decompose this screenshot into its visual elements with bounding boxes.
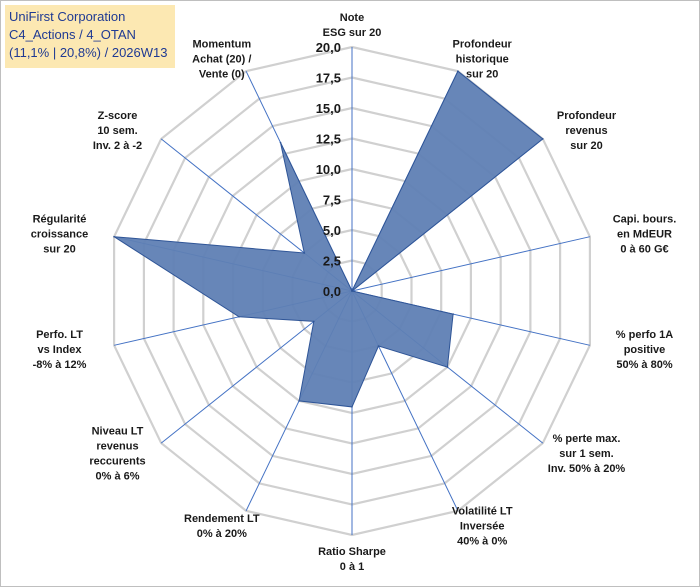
category-label-line: revenus [565, 125, 607, 137]
category-label-line: Profondeur [453, 39, 513, 51]
category-label-line: ESG sur 20 [323, 27, 382, 39]
category-labels: Note ESG sur 20 Profondeur historique sur 20… [31, 12, 677, 573]
category-label-line: Niveau LT [92, 426, 144, 438]
data-point-2 [542, 138, 544, 140]
category-label-line: croissance [31, 229, 88, 241]
category-label-line: Régularité [33, 214, 87, 226]
data-point-8 [298, 400, 300, 402]
data-point-12 [303, 252, 306, 254]
category-label-line: 0 à 1 [340, 561, 364, 573]
category-label-line: Volatilité LT [452, 505, 513, 517]
category-label-6: Volatilité LT Inversée 40% à 0% [452, 505, 513, 547]
category-label-line: Momentum [192, 39, 251, 51]
tick-label: 7,5 [323, 193, 341, 208]
category-label-line: 0% à 6% [95, 471, 139, 483]
category-label-5: % perte max. sur 1 sem. Inv. 50% à 20% [548, 433, 626, 475]
tick-label: 10,0 [316, 162, 341, 177]
category-label-7: Ratio Sharpe 0 à 1 [318, 546, 386, 573]
category-label-line: sur 20 [570, 140, 602, 152]
category-label-line: Ratio Sharpe [318, 546, 386, 558]
data-point-5 [446, 366, 449, 368]
category-label-line: Inversée [460, 520, 505, 532]
category-label-line: 0% à 20% [197, 528, 247, 540]
category-label-line: % perfo 1A [616, 329, 674, 341]
category-label-line: Z-score [98, 110, 138, 122]
data-point-13 [279, 141, 282, 144]
data-point-11 [113, 235, 115, 238]
category-label-line: Perfo. LT [36, 329, 83, 341]
title-stats: (11,1% | 20,8%) / 2026W13 [9, 45, 168, 60]
tick-label: 12,5 [316, 132, 341, 147]
title-company: UniFirst Corporation [9, 9, 126, 24]
tick-label: 5,0 [323, 223, 341, 238]
title-category: C4_Actions / 4_OTAN [9, 27, 136, 42]
radar-series [113, 70, 544, 408]
category-label-line: sur 20 [43, 244, 75, 256]
chart-title-box: UniFirst Corporation C4_Actions / 4_OTAN… [5, 5, 175, 68]
category-label-8: Rendement LT 0% à 20% [184, 513, 260, 540]
category-label-13: Momentum Achat (20) / Vente (0) [192, 39, 251, 81]
category-label-3: Capi. bours. en MdEUR 0 à 60 G€ [613, 214, 677, 256]
category-label-line: sur 1 sem. [559, 448, 613, 460]
category-label-line: reccurents [89, 456, 145, 468]
category-label-line: vs Index [37, 344, 82, 356]
category-label-line: 50% à 80% [616, 359, 672, 371]
data-point-4 [452, 313, 454, 315]
category-label-0: Note ESG sur 20 [323, 12, 382, 39]
data-point-7 [351, 406, 353, 408]
category-label-line: 0 à 60 G€ [620, 244, 668, 256]
data-point-1 [457, 70, 459, 72]
category-label-line: sur 20 [466, 69, 498, 81]
category-label-line: historique [456, 54, 509, 66]
spoke-3 [351, 236, 591, 292]
category-label-11: Régularité croissance sur 20 [31, 214, 88, 256]
category-label-2: Profondeur revenus sur 20 [557, 110, 617, 152]
category-label-line: Achat (20) / [192, 54, 251, 66]
category-label-12: Z-score 10 sem. Inv. 2 à -2 [93, 110, 142, 152]
data-point-3 [351, 290, 353, 292]
category-label-10: Perfo. LT vs Index -8% à 12% [33, 329, 87, 371]
tick-label: 20,0 [316, 40, 341, 55]
category-label-line: en MdEUR [617, 229, 672, 241]
data-point-10 [238, 316, 240, 318]
category-label-line: Inv. 50% à 20% [548, 463, 626, 475]
data-point-9 [313, 320, 315, 323]
category-label-line: revenus [96, 441, 138, 453]
category-label-line: Rendement LT [184, 513, 260, 525]
category-label-line: Capi. bours. [613, 214, 677, 226]
category-label-line: % perte max. [553, 433, 621, 445]
category-label-1: Profondeur historique sur 20 [453, 39, 513, 81]
tick-label: 15,0 [316, 101, 341, 116]
tick-label: 17,5 [316, 71, 341, 86]
category-label-line: 10 sem. [97, 125, 137, 137]
tick-label: 0,0 [323, 284, 341, 299]
category-label-line: Note [340, 12, 364, 24]
category-label-line: positive [624, 344, 666, 356]
category-label-line: 40% à 0% [457, 535, 507, 547]
radial-tick-labels: 0,0 2,5 5,0 7,5 10,0 12,5 15,0 17,5 20,0 [316, 40, 341, 299]
tick-label: 2,5 [323, 254, 341, 269]
category-label-line: Inv. 2 à -2 [93, 140, 142, 152]
category-label-9: Niveau LT revenus reccurents 0% à 6% [89, 426, 145, 483]
category-label-line: -8% à 12% [33, 359, 87, 371]
category-label-4: % perfo 1A positive 50% à 80% [616, 329, 674, 371]
data-point-6 [377, 345, 380, 347]
category-label-line: Vente (0) [199, 69, 245, 81]
category-label-line: Profondeur [557, 110, 617, 122]
